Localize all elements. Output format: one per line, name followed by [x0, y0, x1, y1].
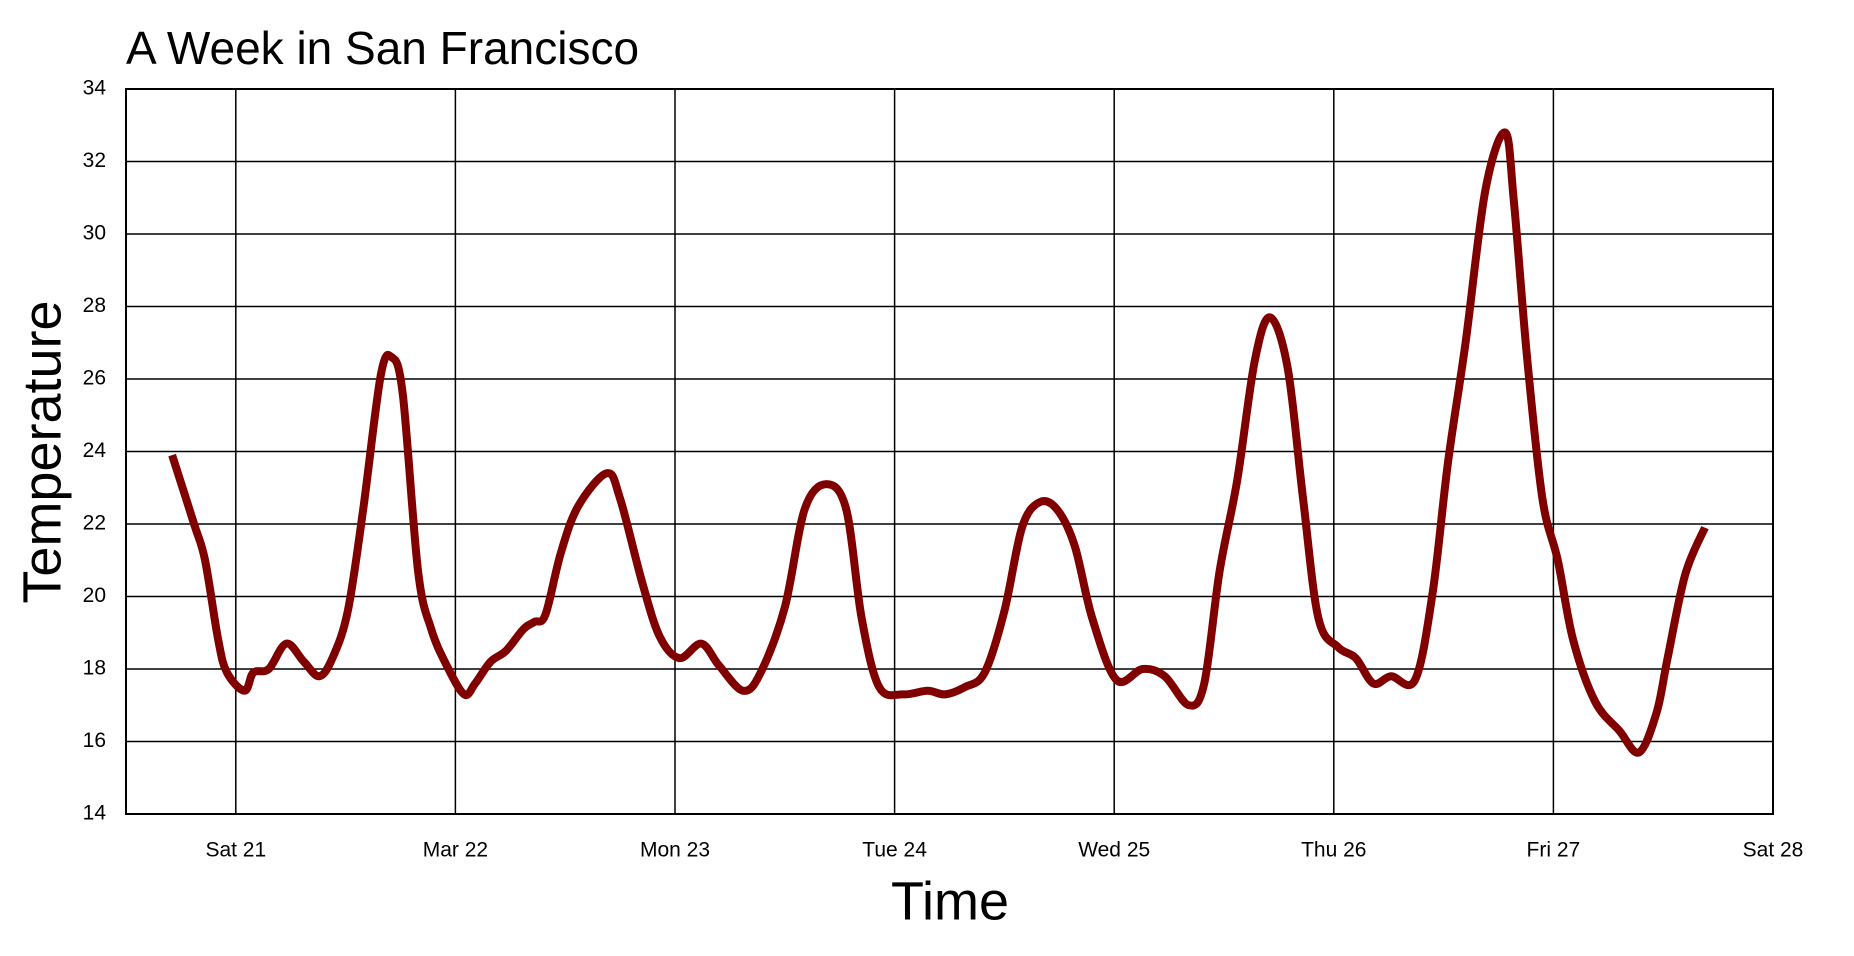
x-tick-label: Thu 26	[1301, 839, 1366, 862]
x-tick-label: Sat 28	[1743, 839, 1804, 862]
y-tick-label: 30	[83, 222, 106, 245]
x-axis-label: Time	[891, 871, 1009, 931]
chart-title: A Week in San Francisco	[126, 22, 639, 74]
y-tick-label: 22	[83, 512, 106, 535]
plot-border	[125, 88, 1774, 815]
x-tick-label: Sat 21	[205, 839, 266, 862]
x-tick-label: Tue 24	[862, 839, 927, 862]
y-tick-label: 16	[83, 729, 106, 752]
y-tick-label: 26	[83, 367, 106, 390]
y-tick-label: 28	[83, 294, 106, 317]
x-tick-label: Fri 27	[1527, 839, 1581, 862]
x-tick-label: Mar 22	[423, 839, 488, 862]
y-tick-label: 18	[83, 657, 106, 680]
y-tick-label: 32	[83, 149, 106, 172]
y-tick-label: 14	[83, 802, 107, 825]
y-tick-label: 34	[83, 77, 107, 100]
x-tick-label: Wed 25	[1078, 839, 1150, 862]
x-tick-label: Mon 23	[640, 839, 710, 862]
y-axis-label: Temperature	[12, 300, 72, 603]
y-tick-label: 24	[83, 439, 107, 462]
line-series	[168, 128, 1709, 757]
y-tick-label: 20	[83, 584, 106, 607]
